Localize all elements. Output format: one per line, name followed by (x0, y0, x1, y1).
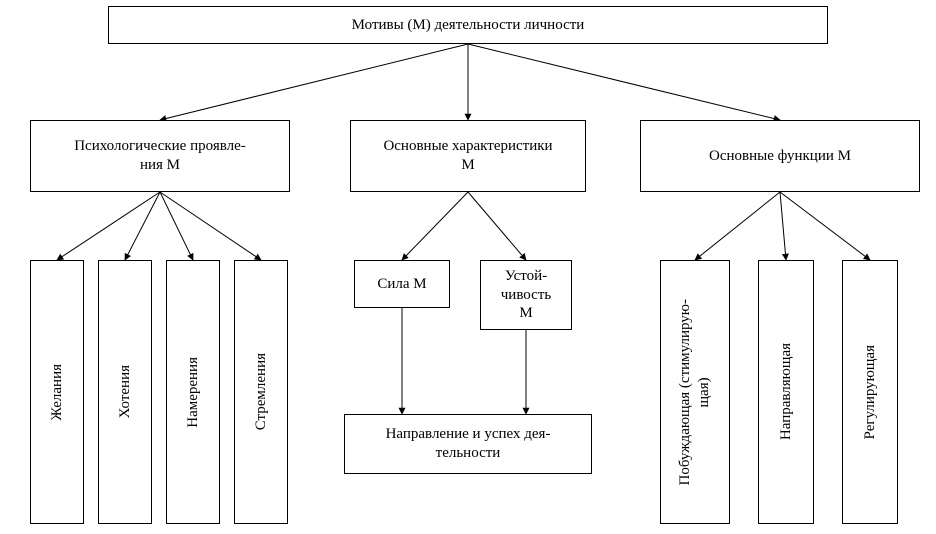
edge (780, 192, 870, 260)
node-root: Мотивы (М) деятельности личности (108, 6, 828, 44)
edge (125, 192, 160, 260)
edge (57, 192, 160, 260)
node-strength: Сила М (354, 260, 450, 308)
node-wishes: Желания (30, 260, 84, 524)
node-root-label: Мотивы (М) деятельности личности (352, 16, 585, 35)
node-result: Направление и успех дея-тельности (344, 414, 592, 474)
node-main-functions-label: Основные функции М (709, 147, 851, 166)
node-wants-label: Хотения (116, 365, 135, 418)
node-main-characteristics-label: Основные характеристикиМ (383, 137, 552, 175)
node-stimulating-label: Побуждающая (стимулирую-щая) (676, 299, 714, 486)
node-main-characteristics: Основные характеристикиМ (350, 120, 586, 192)
node-psych-manifestations-label: Психологические проявле-ния М (74, 137, 246, 175)
node-aspirations-label: Стремления (252, 353, 271, 430)
node-directing: Направляющая (758, 260, 814, 524)
edge (695, 192, 780, 260)
edge (468, 44, 780, 120)
node-stability: Устой-чивостьМ (480, 260, 572, 330)
node-intentions-label: Намерения (184, 357, 203, 428)
node-aspirations: Стремления (234, 260, 288, 524)
edge (468, 192, 526, 260)
node-psych-manifestations: Психологические проявле-ния М (30, 120, 290, 192)
node-main-functions: Основные функции М (640, 120, 920, 192)
edge (402, 192, 468, 260)
node-intentions: Намерения (166, 260, 220, 524)
edge (160, 192, 193, 260)
node-wants: Хотения (98, 260, 152, 524)
node-directing-label: Направляющая (777, 343, 796, 440)
node-stimulating: Побуждающая (стимулирую-щая) (660, 260, 730, 524)
node-regulating-label: Регулирующая (861, 345, 880, 439)
node-regulating: Регулирующая (842, 260, 898, 524)
edge (780, 192, 786, 260)
node-wishes-label: Желания (48, 364, 67, 420)
node-strength-label: Сила М (377, 275, 426, 294)
node-stability-label: Устой-чивостьМ (501, 267, 551, 323)
edge (160, 44, 468, 120)
edge (160, 192, 261, 260)
node-result-label: Направление и успех дея-тельности (386, 425, 551, 463)
